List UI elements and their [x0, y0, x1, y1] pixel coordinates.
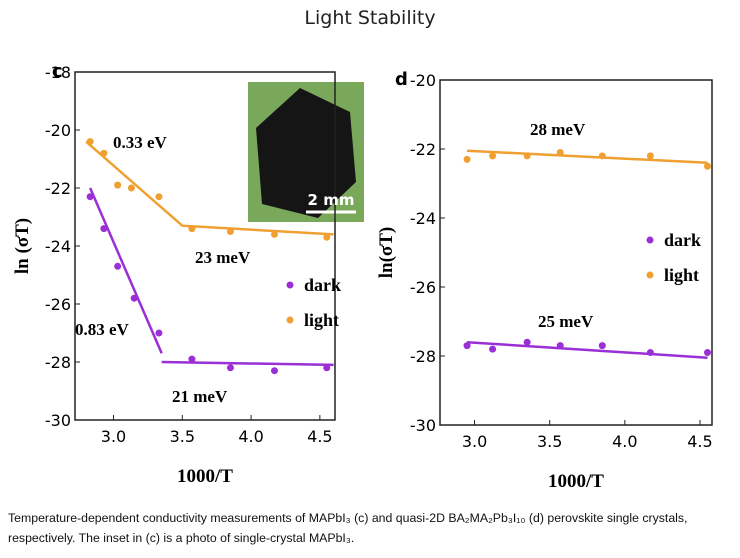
data-point [523, 338, 531, 346]
y-tick-label: -26 [410, 278, 436, 297]
plot-frame [439, 79, 713, 426]
annotation: 21 meV [172, 387, 228, 406]
legend-label: dark [664, 230, 701, 250]
x-tick-label: 4.5 [687, 432, 712, 451]
y-tick-label: -22 [45, 179, 71, 198]
annotation: 23 meV [195, 248, 251, 267]
data-point [323, 233, 331, 241]
y-tick-label: -22 [410, 140, 436, 159]
y-tick-label: -28 [410, 347, 436, 366]
legend-marker [286, 281, 294, 289]
fit-line [466, 149, 708, 165]
legend-marker [646, 271, 654, 279]
data-point [127, 184, 135, 192]
data-point [489, 152, 497, 160]
data-point [188, 355, 196, 363]
x-tick-label: 3.0 [462, 432, 487, 451]
fit-line [88, 187, 334, 367]
y-tick-label: -30 [45, 411, 71, 430]
legend-label: dark [304, 275, 341, 295]
data-point [114, 262, 122, 270]
inset-photo [248, 82, 364, 222]
x-tick-label: 4.0 [612, 432, 637, 451]
fit-line [85, 140, 334, 236]
annotation: 28 meV [530, 120, 586, 139]
legend-label: light [664, 265, 699, 285]
inset-label: 2 mm [308, 191, 355, 209]
y-tick-label: -26 [45, 295, 71, 314]
data-point [703, 162, 711, 170]
y-tick-label: -24 [45, 237, 71, 256]
data-point [646, 152, 654, 160]
y-axis-label: ln (σT) [12, 218, 33, 274]
data-point [703, 349, 711, 357]
data-point [155, 329, 163, 337]
y-tick-label: -20 [45, 121, 71, 140]
panel-label: c [52, 61, 63, 82]
y-tick-label: -30 [410, 416, 436, 435]
data-point [270, 230, 278, 238]
figure: Light Stability c -30 -28 -26 -24 -22 -20 -18 3.… [12, 7, 713, 492]
legend-label: light [304, 310, 339, 330]
x-tick-label: 3.0 [101, 427, 126, 446]
legend-marker [286, 316, 294, 324]
annotation: 25 meV [538, 312, 594, 331]
x-tick-label: 3.5 [170, 427, 195, 446]
x-tick-label: 4.5 [307, 427, 332, 446]
x-axis-label: 1000/T [548, 471, 604, 492]
data-point [463, 155, 471, 163]
y-tick-label: -24 [410, 209, 436, 228]
caption: Temperature-dependent conductivity measu… [8, 511, 688, 545]
y-tick-label: -28 [45, 353, 71, 372]
x-tick-label: 3.5 [537, 432, 562, 451]
y-tick-label: -18 [45, 63, 71, 82]
annotation: 0.83 eV [75, 320, 130, 339]
data-point [155, 193, 163, 201]
x-tick-label: 4.0 [238, 427, 263, 446]
data-point [489, 345, 497, 353]
data-point [114, 181, 122, 189]
legend-marker [646, 236, 654, 244]
y-tick-label: -20 [410, 71, 436, 90]
figure-title: Light Stability [304, 7, 435, 29]
data-point [226, 364, 234, 372]
fit-line [466, 340, 708, 359]
data-point [598, 342, 606, 350]
data-point [463, 342, 471, 350]
y-axis-label: ln(σT) [376, 227, 397, 279]
x-axis-label: 1000/T [177, 466, 233, 487]
annotation: 0.33 eV [113, 133, 168, 152]
data-point [270, 367, 278, 375]
panel-label: d [395, 69, 408, 90]
